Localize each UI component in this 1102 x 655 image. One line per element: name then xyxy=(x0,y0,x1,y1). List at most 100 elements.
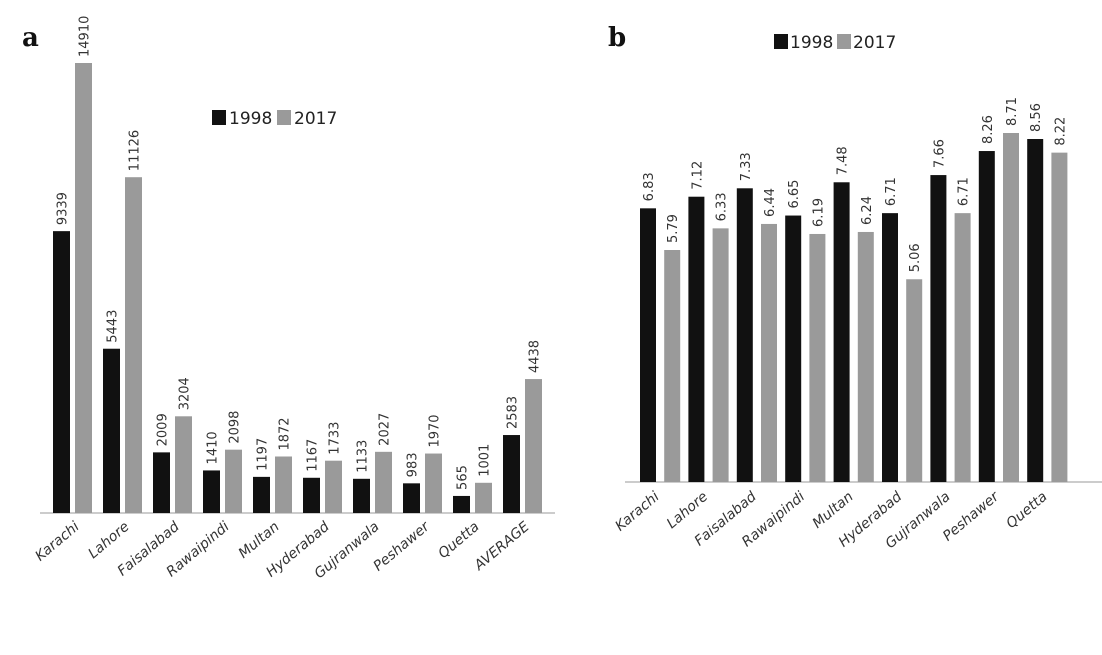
category-label-average: AVERAGE xyxy=(471,519,533,575)
bar-rawaipindi-2017 xyxy=(225,449,242,513)
category-label-b-karachi: Karachi xyxy=(612,489,662,535)
bar-b-13-2017 xyxy=(954,213,971,483)
value-label-gujranwala-2017: 2027 xyxy=(378,413,393,446)
legend-label-1998: 1998 xyxy=(229,109,272,129)
bar-peshawer-2017 xyxy=(425,453,442,513)
bar-b-16-1998 xyxy=(1027,139,1044,483)
bar-b-10-1998 xyxy=(882,213,898,483)
value-label-karachi-1998: 9339 xyxy=(56,192,71,225)
legend-swatch-1998 xyxy=(212,110,226,125)
panel-b-bars xyxy=(640,133,1068,483)
bar-quetta-1998 xyxy=(453,495,470,513)
value-label-b-6: 6.65 xyxy=(787,180,802,209)
bar-b-12-1998 xyxy=(930,175,947,482)
value-label-average-2017: 4438 xyxy=(528,340,543,373)
panel-a-chart: a 1998 2017 9339 14910 5443 11126 2009 3204 14… xyxy=(22,16,555,582)
category-label-multan: Multan xyxy=(236,519,283,562)
bar-b-9-2017 xyxy=(857,231,874,482)
bar-faisalabad-2017 xyxy=(175,416,192,513)
category-label-b-quetta: Quetta xyxy=(1003,489,1050,532)
value-label-b-17: 8.22 xyxy=(1053,117,1068,146)
panel-a-value-labels: 9339 14910 5443 11126 2009 3204 1410 2098 1197 18… xyxy=(56,16,543,490)
bar-b-11-2017 xyxy=(906,279,923,482)
value-label-quetta-2017: 1001 xyxy=(478,444,493,477)
value-label-gujranwala-1998: 1133 xyxy=(356,440,371,473)
value-label-b-13: 6.71 xyxy=(957,177,972,206)
panel-a-legend: 1998 2017 xyxy=(212,109,337,129)
panel-b-letter: b xyxy=(608,23,626,53)
bar-quetta-2017 xyxy=(475,482,492,513)
value-label-b-4: 7.33 xyxy=(739,152,754,181)
value-label-b-10: 6.71 xyxy=(884,177,899,206)
value-label-b-7: 6.19 xyxy=(811,198,826,227)
bar-average-1998 xyxy=(503,435,520,513)
legend-label-2017: 2017 xyxy=(294,109,337,129)
value-label-b-11: 5.06 xyxy=(908,243,923,272)
bar-b-17-2017 xyxy=(1051,152,1068,482)
category-label-lahore: Lahore xyxy=(85,519,132,562)
bar-karachi-1998 xyxy=(53,231,70,513)
bar-hyderabad-1998 xyxy=(303,477,320,513)
bar-gujranwala-2017 xyxy=(375,451,392,513)
value-label-faisalabad-2017: 3204 xyxy=(178,377,193,410)
bar-b-1-2017 xyxy=(664,250,681,482)
bar-b-7-2017 xyxy=(809,233,826,482)
bar-gujranwala-1998 xyxy=(353,478,370,513)
value-label-karachi-2017: 14910 xyxy=(78,16,93,57)
value-label-lahore-2017: 11126 xyxy=(128,130,143,171)
value-label-b-15: 8.71 xyxy=(1005,97,1020,126)
bar-hyderabad-2017 xyxy=(325,460,342,513)
value-label-multan-1998: 1197 xyxy=(256,438,271,471)
bar-multan-2017 xyxy=(275,456,292,513)
panel-b-legend: 1998 2017 xyxy=(774,33,896,53)
bar-b-0-1998 xyxy=(640,208,656,482)
value-label-b-9: 6.24 xyxy=(860,196,875,225)
panel-b-chart: b 1998 2017 6.83 5.79 7.12 6.33 7.33 6.44 6.65… xyxy=(608,23,1102,552)
bar-b-6-1998 xyxy=(785,215,802,482)
value-label-quetta-1998: 565 xyxy=(456,465,471,490)
value-label-hyderabad-2017: 1733 xyxy=(328,422,343,455)
bar-karachi-2017 xyxy=(75,63,92,513)
bar-b-2-1998 xyxy=(688,196,705,482)
value-label-b-5: 6.44 xyxy=(763,188,778,217)
value-label-faisalabad-1998: 2009 xyxy=(156,413,171,446)
bar-b-15-2017 xyxy=(1003,133,1019,482)
value-label-b-2: 7.12 xyxy=(690,161,705,190)
legend-b-label-1998: 1998 xyxy=(790,33,833,53)
category-label-karachi: Karachi xyxy=(32,519,82,565)
bar-b-3-2017 xyxy=(712,228,729,482)
bar-b-8-1998 xyxy=(833,182,850,482)
value-label-b-8: 7.48 xyxy=(836,146,851,175)
panel-a-letter: a xyxy=(22,23,39,53)
bar-lahore-2017 xyxy=(125,177,142,513)
bar-b-14-1998 xyxy=(978,151,995,482)
value-label-multan-2017: 1872 xyxy=(278,417,293,450)
bar-lahore-1998 xyxy=(103,348,120,513)
value-label-b-1: 5.79 xyxy=(666,214,681,243)
bar-b-5-2017 xyxy=(761,223,777,483)
bar-peshawer-1998 xyxy=(403,483,420,513)
value-label-rawaipindi-1998: 1410 xyxy=(206,431,221,464)
value-label-hyderabad-1998: 1167 xyxy=(306,439,321,472)
value-label-lahore-1998: 5443 xyxy=(106,310,121,343)
panel-a-bars xyxy=(53,63,542,513)
value-label-average-1998: 2583 xyxy=(506,396,521,429)
bar-multan-1998 xyxy=(253,476,270,513)
legend-swatch-2017 xyxy=(277,110,291,125)
value-label-b-12: 7.66 xyxy=(932,139,947,168)
panel-b-value-labels: 6.83 5.79 7.12 6.33 7.33 6.44 6.65 6.19 7.48 6.24… xyxy=(642,97,1068,272)
category-label-b-multan: Multan xyxy=(810,489,857,532)
legend-b-label-2017: 2017 xyxy=(853,33,896,53)
bar-b-4-1998 xyxy=(736,188,753,483)
bar-rawaipindi-1998 xyxy=(203,470,220,513)
legend-b-swatch-1998 xyxy=(774,34,788,49)
bar-faisalabad-1998 xyxy=(153,452,170,513)
category-label-quetta: Quetta xyxy=(435,519,482,562)
value-label-b-3: 6.33 xyxy=(715,192,730,221)
category-label-peshawer: Peshawer xyxy=(370,518,433,575)
value-label-peshawer-2017: 1970 xyxy=(428,414,443,447)
value-label-b-0: 6.83 xyxy=(642,172,657,201)
